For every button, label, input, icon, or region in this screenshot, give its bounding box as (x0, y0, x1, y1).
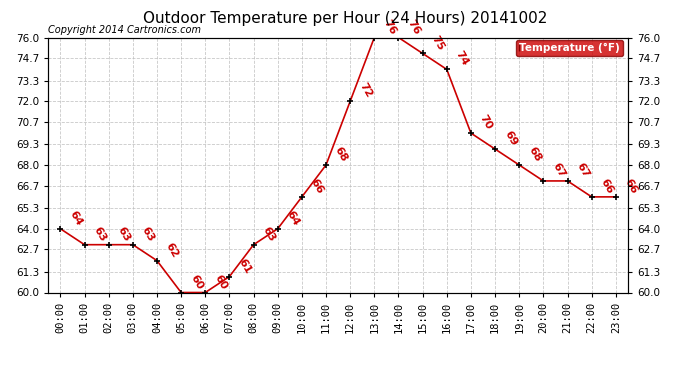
Text: 66: 66 (309, 177, 326, 195)
Text: 64: 64 (285, 209, 302, 227)
Text: 63: 63 (92, 225, 108, 243)
Legend: Temperature (°F): Temperature (°F) (515, 40, 622, 57)
Text: 63: 63 (140, 225, 156, 243)
Text: 76: 76 (382, 18, 397, 36)
Text: 76: 76 (406, 18, 422, 36)
Text: 61: 61 (237, 256, 253, 275)
Text: 68: 68 (526, 145, 542, 164)
Text: 63: 63 (261, 225, 277, 243)
Text: 67: 67 (551, 161, 566, 180)
Text: Copyright 2014 Cartronics.com: Copyright 2014 Cartronics.com (48, 25, 201, 35)
Text: 67: 67 (575, 161, 591, 180)
Text: 75: 75 (430, 34, 446, 52)
Text: 64: 64 (68, 209, 84, 227)
Text: 66: 66 (623, 177, 640, 195)
Text: 68: 68 (333, 145, 349, 164)
Text: 66: 66 (599, 177, 615, 195)
Text: 74: 74 (454, 50, 470, 68)
Text: 62: 62 (164, 241, 180, 259)
Text: 69: 69 (502, 129, 519, 148)
Text: 63: 63 (116, 225, 132, 243)
Text: 72: 72 (357, 81, 373, 100)
Text: Outdoor Temperature per Hour (24 Hours) 20141002: Outdoor Temperature per Hour (24 Hours) … (143, 11, 547, 26)
Text: 70: 70 (478, 113, 494, 132)
Text: 60: 60 (188, 273, 204, 291)
Text: 60: 60 (213, 273, 228, 291)
